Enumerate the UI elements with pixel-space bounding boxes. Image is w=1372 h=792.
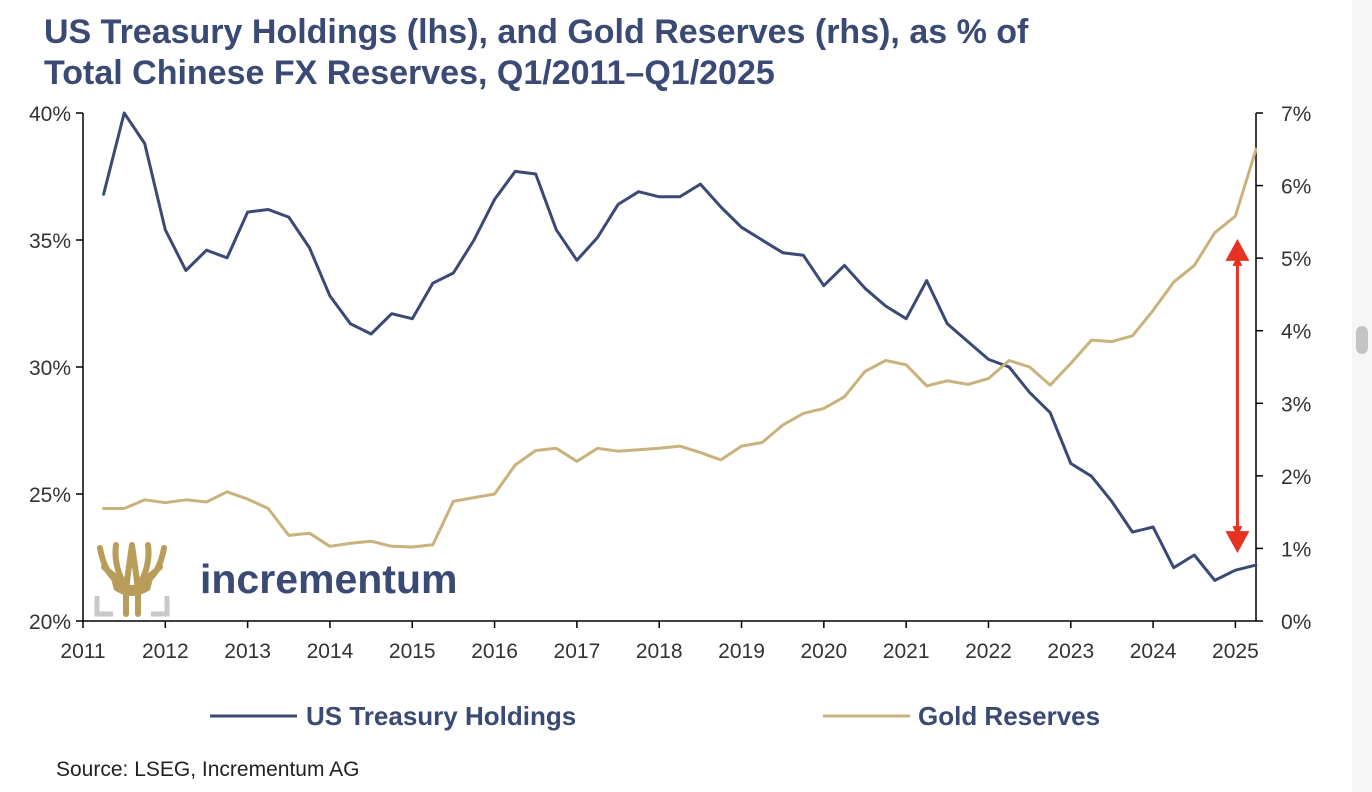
legend-label-gold: Gold Reserves (918, 701, 1100, 731)
x-tick-label: 2024 (1130, 640, 1177, 663)
incrementum-logo: incrementum (94, 542, 457, 617)
x-tick-label: 2016 (471, 640, 518, 663)
x-tick-label: 2011 (60, 640, 105, 663)
right-tick-label: 2% (1281, 466, 1311, 489)
x-tick-label: 2023 (1047, 640, 1094, 663)
chart-title-line2: Total Chinese FX Reserves, Q1/2011–Q1/20… (44, 54, 775, 92)
scrollbar[interactable] (1352, 0, 1372, 792)
x-tick-label: 2022 (965, 640, 1012, 663)
scrollbar-thumb[interactable] (1356, 326, 1368, 354)
x-tick-label: 2012 (142, 640, 189, 663)
right-tick-label: 3% (1281, 393, 1311, 416)
x-tick-label: 2019 (718, 640, 765, 663)
source-note: Source: LSEG, Incrementum AG (56, 758, 360, 781)
x-tick-label: 2025 (1212, 640, 1259, 663)
arrow-head-top (1225, 238, 1250, 261)
right-tick-label: 1% (1281, 538, 1311, 561)
left-tick-label: 25% (29, 484, 71, 507)
right-tick-label: 0% (1281, 611, 1311, 634)
x-tick-label: 2017 (554, 640, 601, 663)
gold-series-line (102, 147, 1258, 549)
treasury-series-line (102, 111, 1258, 582)
tree-logo-icon (94, 542, 170, 617)
x-tick-label: 2015 (389, 640, 436, 663)
right-tick-label: 6% (1281, 176, 1311, 199)
x-tick-label: 2018 (636, 640, 683, 663)
left-tick-label: 30% (29, 357, 71, 380)
right-tick-label: 4% (1281, 321, 1311, 344)
legend-label-treasury: US Treasury Holdings (306, 701, 576, 731)
x-tick-label: 2013 (224, 640, 271, 663)
left-tick-label: 20% (29, 611, 71, 634)
right-tick-label: 7% (1281, 103, 1311, 126)
x-tick-label: 2021 (883, 640, 930, 663)
arrow-head-bottom (1225, 531, 1250, 554)
x-tick-label: 2020 (800, 640, 847, 663)
x-tick-label: 2014 (307, 640, 354, 663)
left-tick-label: 35% (29, 230, 71, 253)
right-tick-label: 5% (1281, 248, 1311, 271)
legend: US Treasury Holdings Gold Reserves (210, 701, 1100, 731)
logo-text: incrementum (200, 556, 457, 602)
left-tick-label: 40% (29, 103, 71, 126)
chart-title: US Treasury Holdings (lhs), and Gold Res… (44, 12, 1244, 94)
chart-title-line1: US Treasury Holdings (lhs), and Gold Res… (44, 13, 1029, 51)
